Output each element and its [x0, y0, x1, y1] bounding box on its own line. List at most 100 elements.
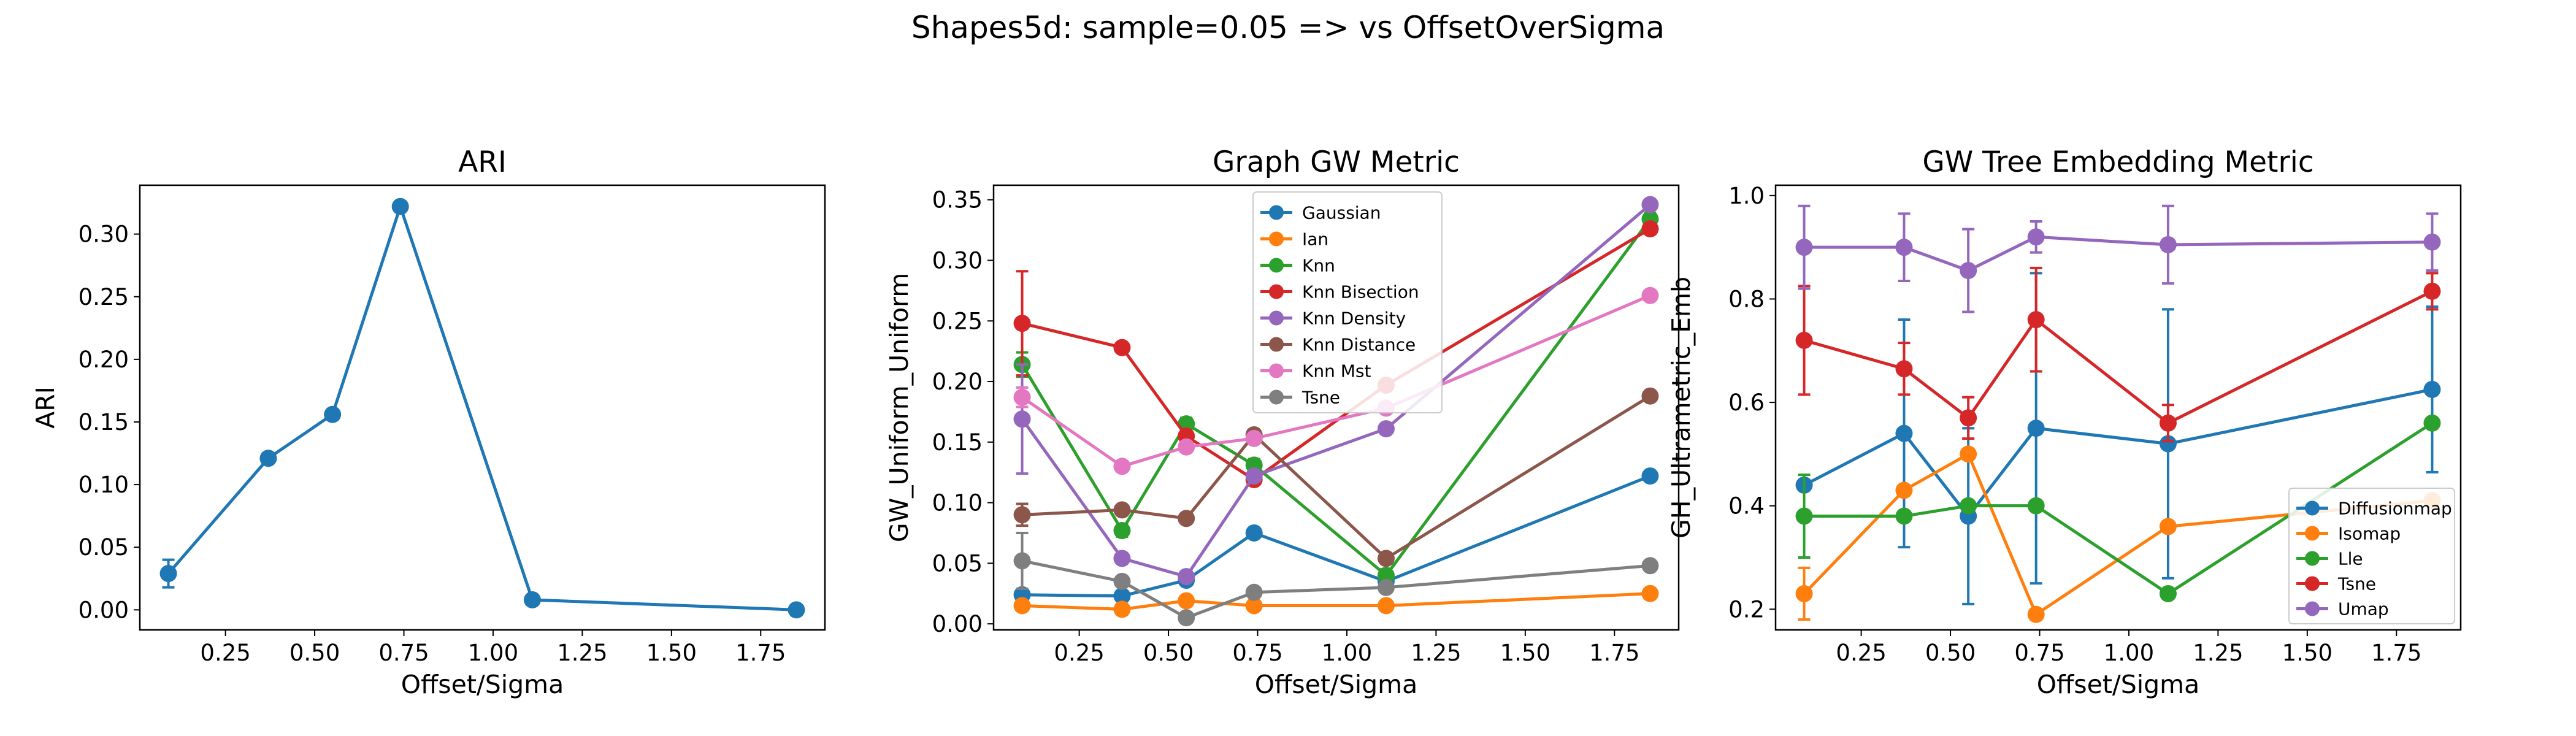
figure-title: Shapes5d: sample=0.05 => vs OffsetOverSi…	[911, 10, 1665, 45]
data-point	[1795, 331, 1813, 349]
series-line	[1022, 474, 1651, 598]
data-point	[1245, 524, 1263, 542]
axes-frame	[1774, 184, 2462, 631]
x-tick-label: 1.50	[2282, 640, 2333, 666]
data-point	[2159, 414, 2177, 432]
x-tick-label: 1.75	[2371, 640, 2421, 666]
data-point	[1641, 286, 1659, 304]
legend: Diffusionmap Isomap Lle Tsne Umap	[2288, 488, 2455, 624]
y-tick-label: 1.0	[1728, 183, 1765, 209]
data-point	[1641, 196, 1659, 213]
y-tick-label: 0.25	[79, 284, 129, 310]
data-point	[2027, 420, 2045, 437]
data-point	[2423, 380, 2441, 398]
x-tick-label: 1.00	[468, 640, 518, 666]
data-point	[1013, 388, 1031, 406]
data-point	[1178, 568, 1195, 586]
legend-swatch-marker	[1269, 310, 1284, 326]
series-line	[1803, 452, 2432, 616]
x-tick-label: 0.25	[1836, 640, 1886, 666]
legend-label: Tsne	[2337, 574, 2376, 594]
data-point	[1895, 507, 1913, 525]
x-tick-label: 1.25	[557, 640, 607, 666]
legend-swatch-marker	[2305, 601, 2320, 616]
y-axis-label: ARI	[31, 386, 60, 429]
y-tick-label: 0.20	[932, 369, 983, 395]
data-point	[1013, 506, 1031, 524]
data-point	[1178, 438, 1195, 456]
x-tick-label: 0.75	[1232, 640, 1282, 666]
x-axis-label: Offset/Sigma	[2037, 670, 2200, 699]
x-tick-label: 0.75	[2014, 640, 2064, 666]
legend-swatch-marker	[1269, 258, 1284, 273]
data-point	[788, 601, 805, 619]
data-point	[1377, 597, 1395, 615]
y-tick-label: 0.8	[1728, 286, 1765, 312]
legend-label: Tsne	[1301, 388, 1340, 408]
x-tick-label: 1.00	[2104, 640, 2154, 666]
data-point	[523, 591, 541, 608]
data-point	[159, 565, 177, 583]
data-point	[1113, 339, 1131, 356]
legend-label: Umap	[2338, 599, 2389, 619]
data-point	[1377, 567, 1395, 585]
data-point	[2027, 311, 2045, 329]
x-tick-label: 1.75	[1589, 640, 1639, 666]
series-line	[1022, 592, 1650, 611]
legend-label: Isomap	[2338, 524, 2401, 544]
series-umap	[1795, 204, 2441, 313]
data-point	[1013, 315, 1031, 332]
legend-label: Ian	[1302, 229, 1328, 250]
data-point	[1013, 552, 1031, 570]
data-point	[1641, 467, 1659, 485]
axes-frame	[992, 184, 1680, 631]
legend-swatch-marker	[1269, 205, 1284, 220]
x-tick-label: 0.75	[378, 640, 429, 666]
legend-label: Knn Mst	[1302, 361, 1371, 381]
data-point	[2423, 414, 2441, 432]
x-tick-label: 0.50	[1925, 640, 1976, 666]
series-tsne	[1013, 531, 1659, 627]
y-tick-label: 0.00	[79, 597, 129, 623]
data-point	[1641, 557, 1659, 575]
legend-swatch-marker	[2305, 576, 2320, 591]
legend-label: Knn Density	[1302, 309, 1406, 329]
x-tick-label: 0.25	[200, 640, 250, 666]
data-point	[1245, 583, 1263, 601]
legend-label: Knn Bisection	[1302, 282, 1419, 302]
data-point	[1377, 578, 1395, 596]
panel-title: GW Tree Embedding Metric	[1922, 145, 2313, 179]
x-axis-label: Offset/Sigma	[1255, 670, 1418, 699]
panel-title: Graph GW Metric	[1213, 145, 1460, 179]
data-point	[2159, 236, 2177, 253]
data-point	[1795, 585, 1813, 602]
y-tick-label: 0.35	[932, 187, 983, 213]
panels: ARI 0.25 0.50 0.75 1.00 1.25 1.50 1.75 0.00 0.05 0…	[31, 145, 2462, 699]
data-point	[1895, 360, 1913, 378]
legend-box	[1252, 191, 1443, 413]
data-point	[1641, 387, 1659, 405]
data-point	[1895, 424, 1913, 442]
data-point	[1377, 420, 1395, 438]
series-main	[159, 197, 805, 619]
x-tick-label: 1.00	[1322, 640, 1372, 666]
data-point	[2027, 228, 2045, 246]
y-tick-label: 0.15	[79, 409, 129, 435]
y-tick-label: 0.00	[932, 611, 983, 637]
series-line	[1021, 218, 1652, 577]
y-tick-label: 0.30	[932, 247, 983, 274]
data-point	[391, 197, 409, 215]
data-point	[1113, 587, 1131, 605]
legend-swatch-marker	[1269, 231, 1284, 247]
legend-swatch-marker	[1269, 389, 1284, 405]
data-point	[259, 450, 277, 467]
series-line	[1803, 289, 2433, 425]
series-line	[1803, 388, 2432, 518]
data-point	[1895, 239, 1913, 256]
data-point	[1641, 220, 1659, 238]
data-point	[1113, 522, 1131, 540]
data-point	[2027, 605, 2045, 623]
legend: Gaussian Ian Knn Knn Bisection Knn Density Kn…	[1252, 191, 1443, 413]
y-tick-label: 0.2	[1728, 596, 1765, 623]
y-tick-label: 0.15	[932, 429, 983, 456]
